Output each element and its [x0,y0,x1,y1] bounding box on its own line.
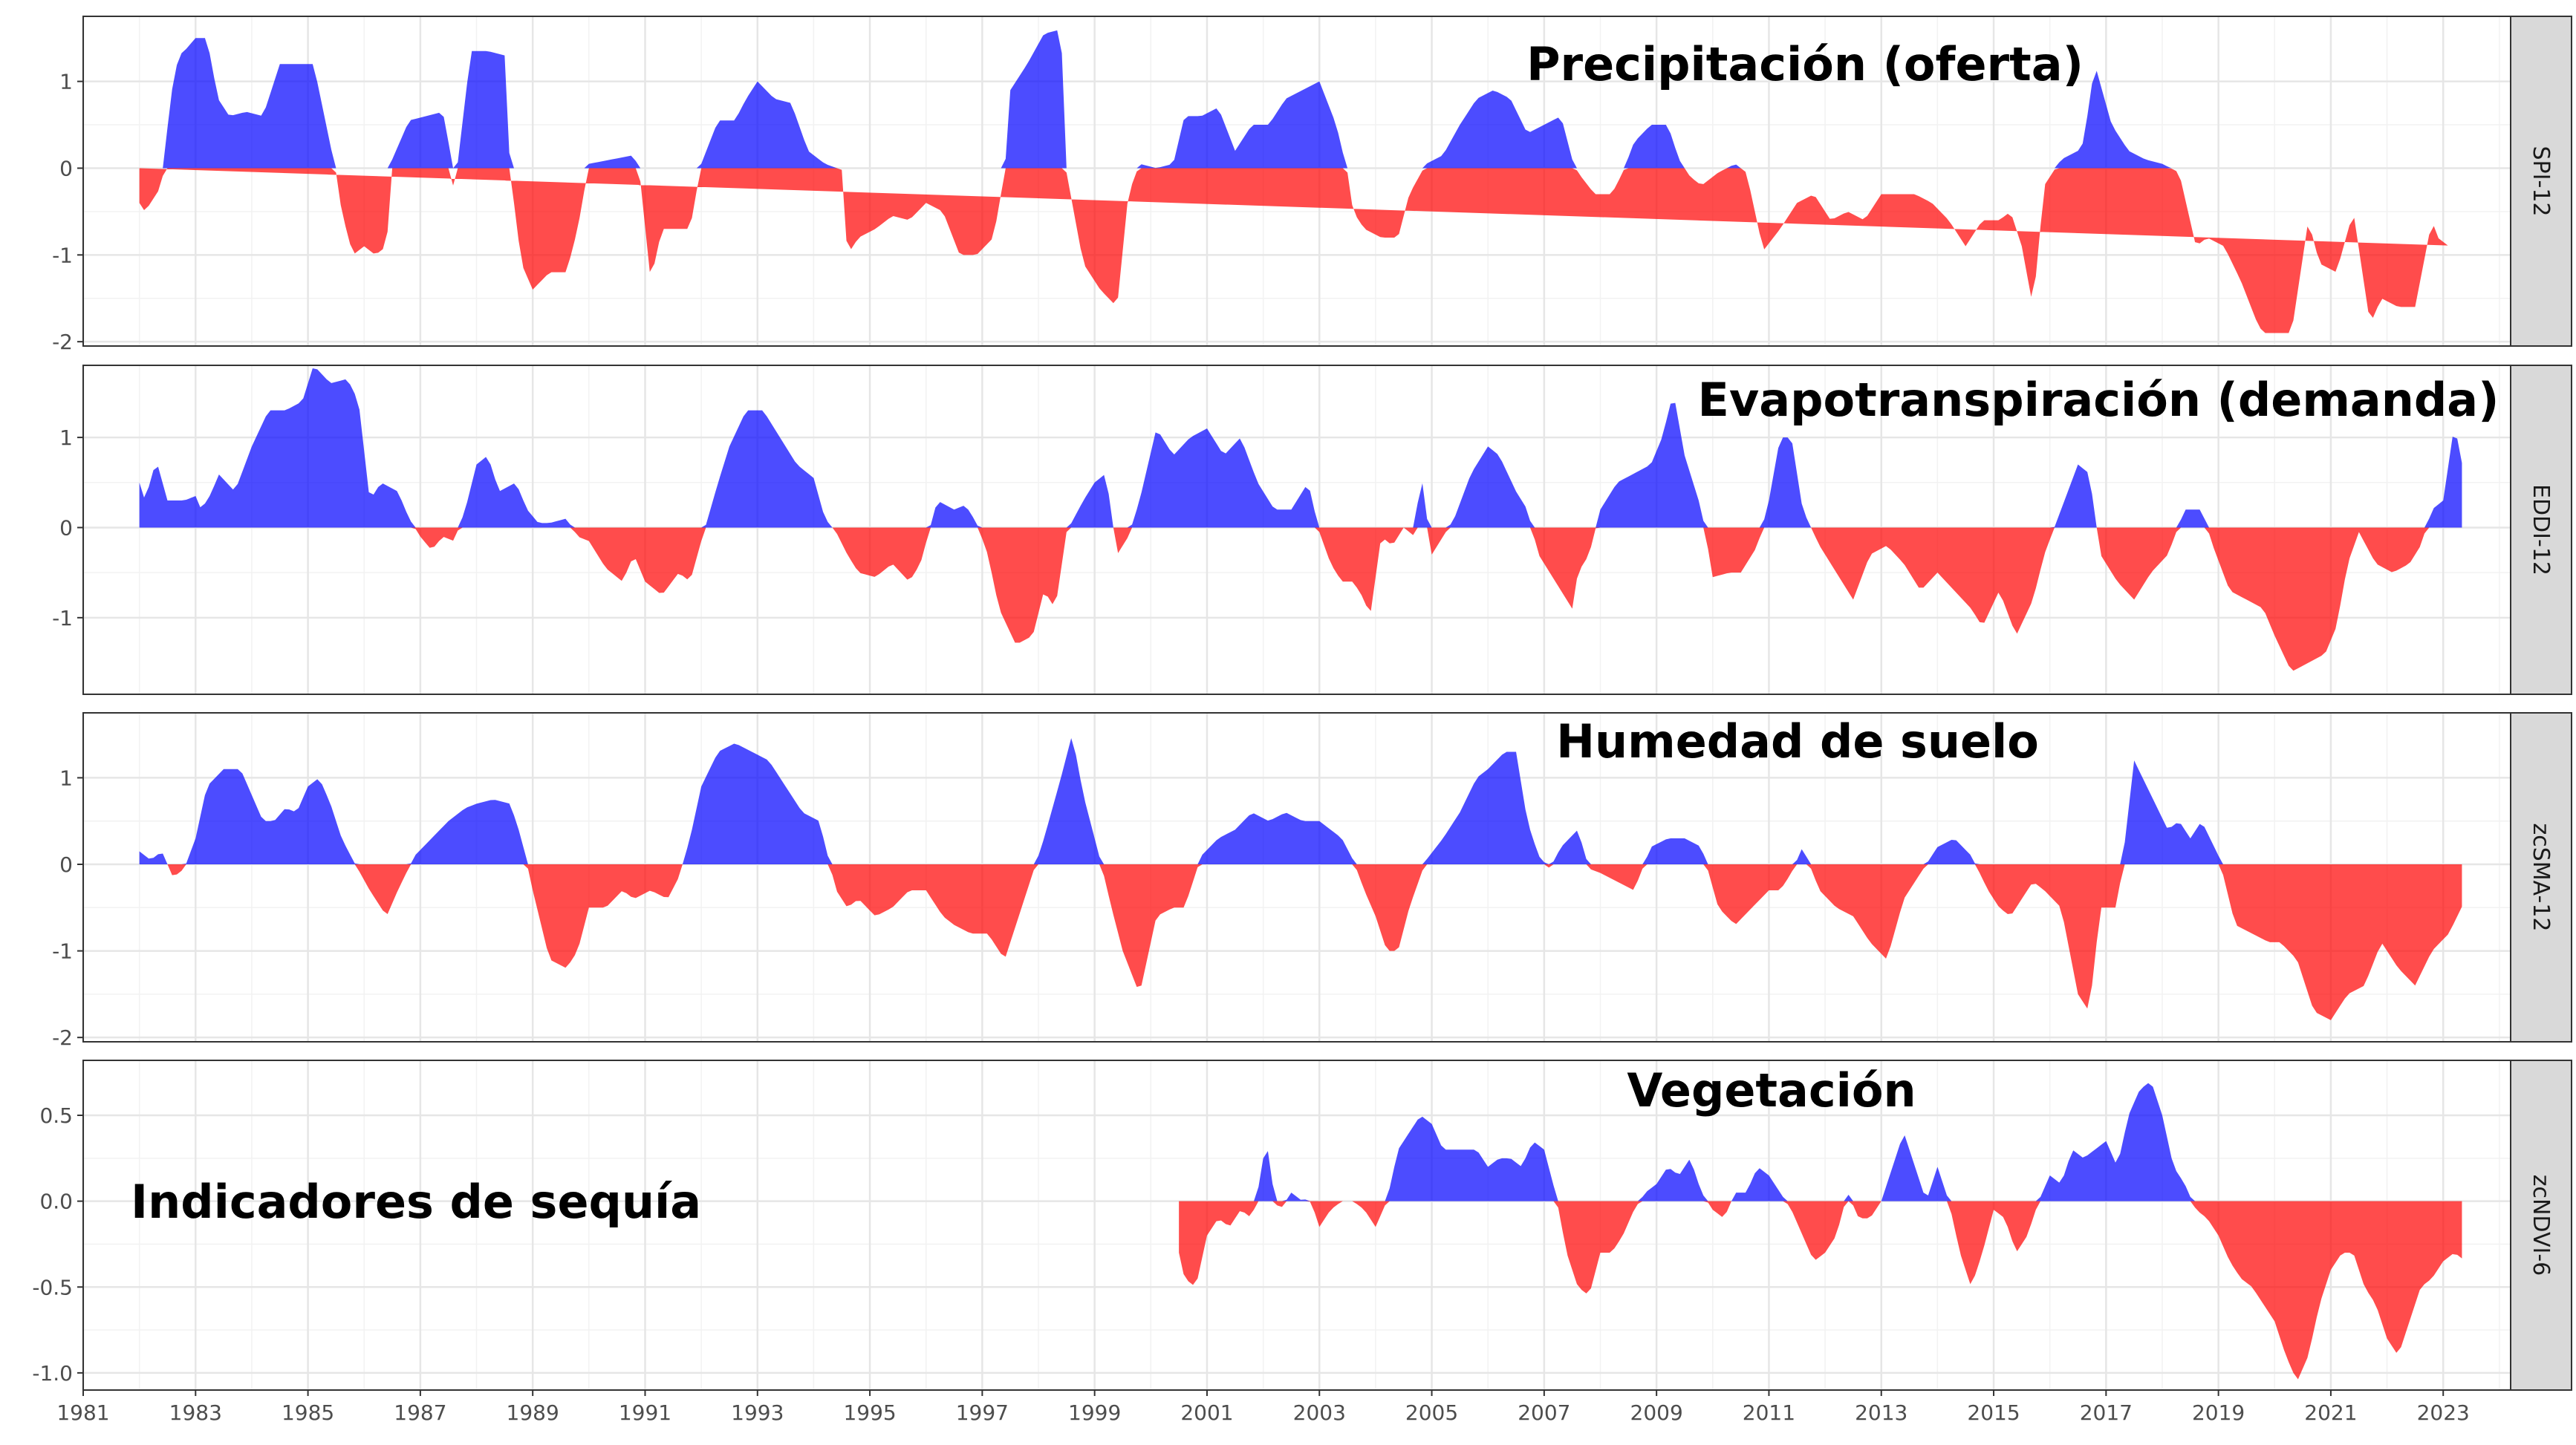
area-positive [139,30,2448,169]
y-tick-label: 0 [59,515,73,540]
panel-eddi-12: -1 0 1 EDDI-12 Evapotranspiración (demanda) [52,365,2572,695]
strip-label: EDDI-12 [2528,484,2554,575]
y-tick-label: -2 [52,330,73,354]
y-tick-label: -1.0 [32,1361,73,1386]
x-tick-label: 2023 [2417,1400,2470,1425]
overall-label: Indicadores de sequía [131,1175,701,1229]
panel-background [83,713,2511,1042]
panel-spi-12: -2 -1 0 1 SPI-12 Precipitación (oferta) [52,16,2572,354]
x-tick-label: 2003 [1293,1400,1346,1425]
x-tick-label: 2015 [1967,1400,2020,1425]
x-tick-label: 1985 [282,1400,334,1425]
x-tick-label: 2011 [1743,1400,1795,1425]
x-tick-label: 1987 [394,1400,446,1425]
strip-box [2510,1060,2572,1391]
strip-box [2510,712,2572,1043]
y-tick-label: 0.5 [39,1103,73,1128]
panel-zcsma-12: -2 -1 0 1 zcSMA-12 Humedad de suelo [52,712,2572,1050]
x-tick-label: 1999 [1068,1400,1121,1425]
y-tick-label: 0 [59,156,73,180]
strip-label: zcNDVI-6 [2528,1175,2554,1276]
y-tick-label: -2 [52,1025,73,1050]
x-tick-label: 2001 [1180,1400,1233,1425]
area-negative [139,527,2462,671]
y-tick-label: 1 [59,70,73,94]
x-tick-label: 1991 [619,1400,671,1425]
y-tick-label: 1 [59,766,73,790]
panel-title: Vegetación [1627,1063,1916,1118]
x-tick-label: 1993 [731,1400,784,1425]
x-tick-label: 1995 [843,1400,896,1425]
area-positive [139,368,2462,528]
area-negative [1179,1201,2462,1380]
x-tick-label: 2005 [1405,1400,1458,1425]
x-tick-label: 1989 [507,1400,559,1425]
x-tick-label: 1981 [56,1400,109,1425]
area-negative [139,168,2448,333]
y-tick-label: -1 [52,606,73,630]
panel-title: Evapotranspiración (demanda) [1698,373,2499,427]
y-tick-label: -0.5 [32,1275,73,1299]
y-tick-label: -1 [52,939,73,964]
y-tick-label: 0.0 [39,1190,73,1214]
x-tick-label: 2013 [1855,1400,1907,1425]
x-tick-label: 2017 [2080,1400,2133,1425]
strip-box [2510,16,2572,347]
panel-zcndvi-6: -1.0 -0.5 0.0 0.5 zcNDVI-6 Vegetación [32,1060,2572,1391]
strip-label: zcSMA-12 [2528,823,2554,931]
area-negative [139,864,2462,1020]
x-tick-label: 2021 [2304,1400,2357,1425]
strip-box [2510,365,2572,695]
panel-title: Humedad de suelo [1556,714,2039,769]
y-tick-label: 1 [59,425,73,450]
y-tick-label: -1 [52,243,73,267]
x-tick-label: 2009 [1630,1400,1683,1425]
strip-label: SPI-12 [2528,146,2554,217]
x-tick-label: 1997 [956,1400,1009,1425]
area-positive [139,738,2462,865]
area-positive [1179,1083,2462,1201]
y-tick-label: 0 [59,852,73,877]
x-tick-label: 2007 [1518,1400,1570,1425]
x-tick-label: 2019 [2192,1400,2245,1425]
panel-title: Precipitación (oferta) [1526,37,2084,91]
x-tick-label: 1983 [169,1400,222,1425]
